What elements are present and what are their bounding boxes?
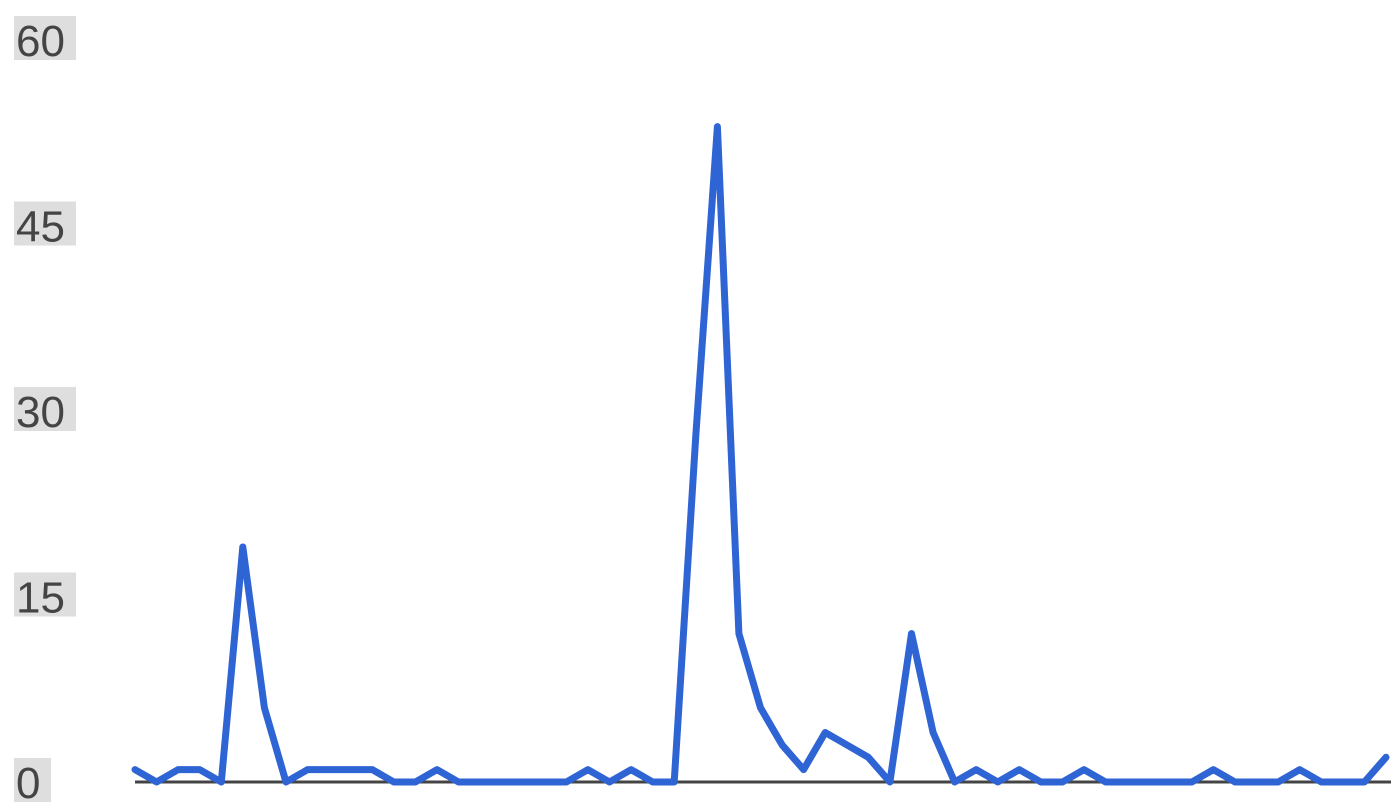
y-tick-label-bg [14,572,76,617]
y-tick-label: 60 [16,17,65,66]
y-tick-label-bg [14,758,51,802]
y-tick-label-bg [14,387,76,431]
y-tick-label-bg [14,16,76,60]
y-tick-label: 0 [16,759,40,808]
y-tick-label-bg [14,201,76,246]
y-tick-label: 30 [16,388,65,437]
y-tick-label: 15 [16,574,65,623]
series-line [131,123,1390,786]
y-tick-label: 45 [16,203,65,252]
y-axis-ticks: 0 15 30 45 60 [14,16,76,808]
